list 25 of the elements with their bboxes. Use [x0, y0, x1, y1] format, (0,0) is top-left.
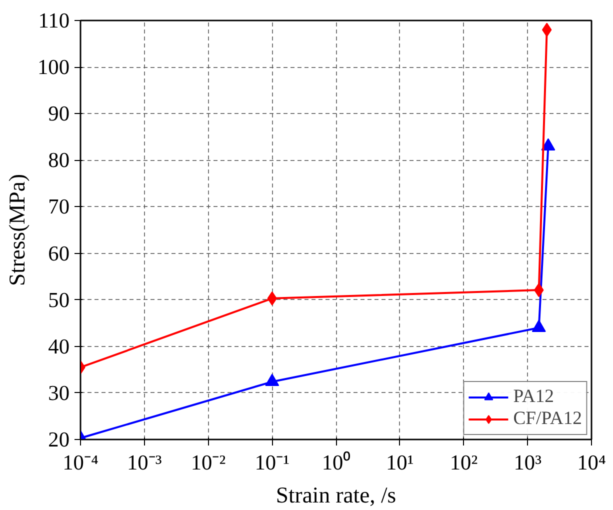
y-tick-label: 100 — [38, 55, 70, 80]
y-tick-label: 90 — [48, 102, 70, 126]
legend-label: CF/PA12 — [513, 408, 582, 430]
y-tick-label: 110 — [38, 8, 70, 32]
y-tick-label: 20 — [48, 428, 70, 452]
point — [265, 374, 280, 386]
legend-label: PA12 — [513, 386, 554, 408]
y-axis-title: Stress(MPa) — [4, 174, 30, 286]
x-tick-label: 10⁻⁴ — [62, 450, 98, 474]
x-tick-label: 10⁰ — [322, 450, 352, 474]
x-tick-label: 10⁻¹ — [254, 450, 290, 474]
y-tick-label: 50 — [48, 288, 70, 312]
point — [541, 138, 556, 150]
x-tick-label: 10⁻² — [190, 450, 226, 474]
y-tick-label: 70 — [48, 194, 70, 219]
y-tick-label: 30 — [48, 380, 70, 405]
x-tick-label: 10⁻³ — [127, 450, 162, 474]
y-tick-label: 60 — [48, 241, 70, 266]
x-tick-label: 10² — [450, 450, 478, 474]
x-tick-label: 10¹ — [386, 450, 414, 474]
y-tick-label: 40 — [48, 334, 70, 358]
y-tick-label: 80 — [48, 148, 70, 172]
x-tick-label: 10³ — [514, 450, 542, 474]
x-tick-label: 10⁴ — [577, 450, 606, 474]
x-axis-title: Strain rate, /s — [276, 482, 396, 508]
